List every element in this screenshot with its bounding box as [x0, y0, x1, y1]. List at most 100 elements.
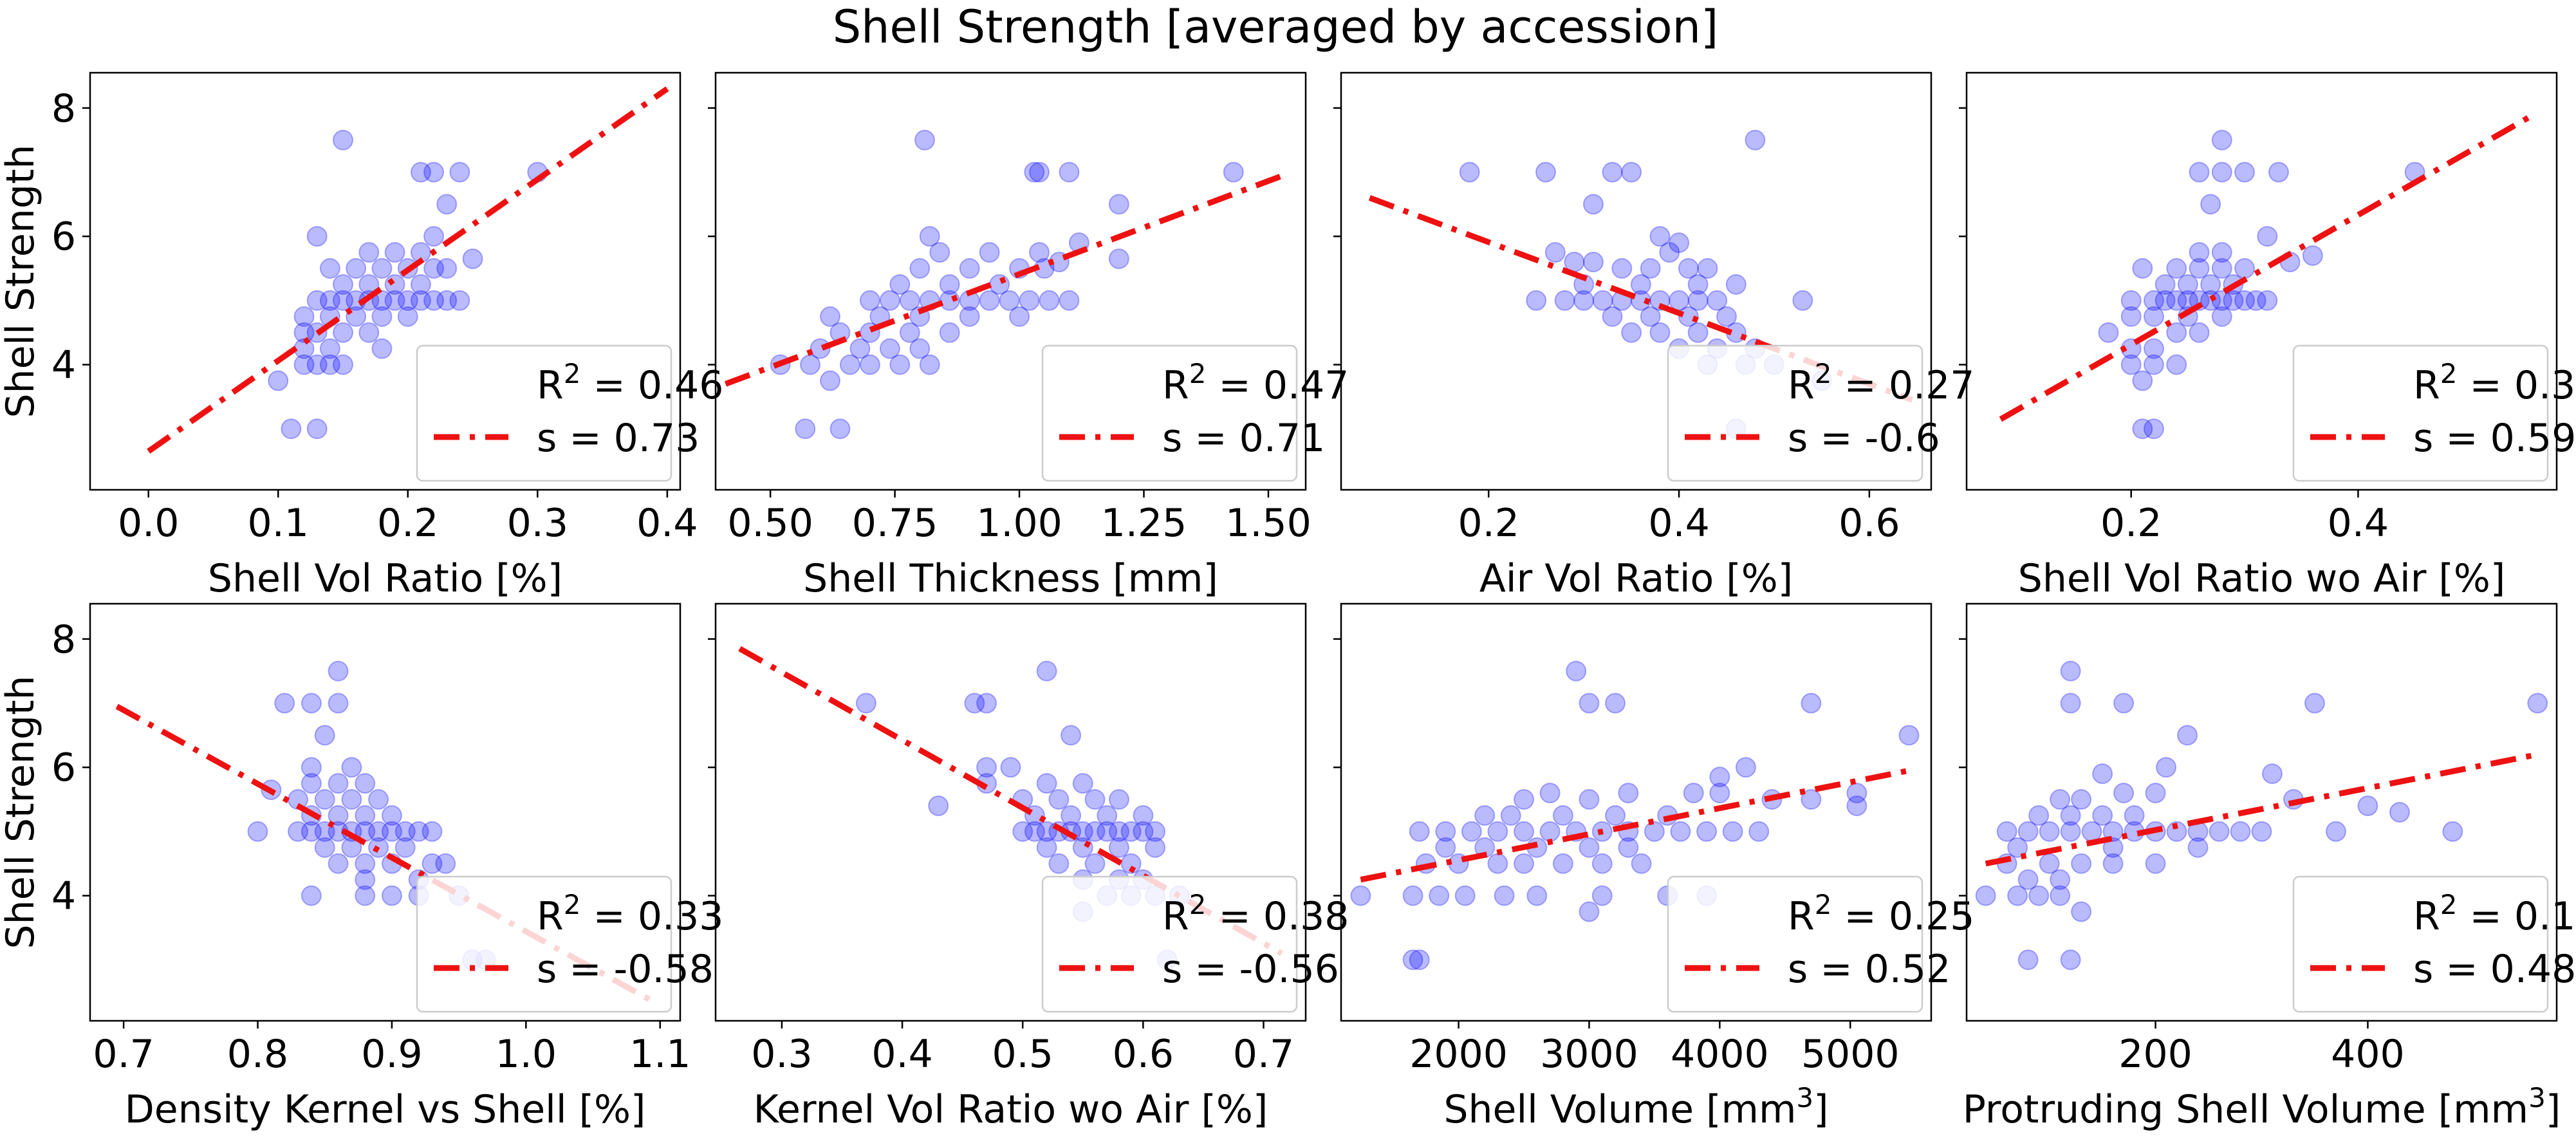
scatter-point — [1048, 853, 1070, 874]
legend-r2: R2 = 0.27 — [1788, 358, 1974, 408]
scatter-point — [1725, 274, 1747, 295]
scatter-point — [394, 837, 416, 858]
scatter-point — [2120, 290, 2142, 311]
axes-frame — [89, 71, 681, 491]
axes-frame — [89, 602, 681, 1022]
scatter-point — [449, 162, 470, 183]
scatter-point — [449, 290, 470, 311]
x-tick-label: 0.0 — [118, 501, 179, 546]
scatter-point — [1618, 783, 1639, 804]
plot-area — [724, 129, 1284, 440]
scatter-point — [355, 805, 376, 826]
y-tick-label: 4 — [51, 874, 76, 919]
scatter-point — [899, 322, 920, 343]
axes-frame — [714, 71, 1307, 491]
scatter-point — [384, 242, 405, 263]
x-tick-label: 0.4 — [636, 501, 698, 546]
scatter-point — [2211, 162, 2232, 183]
scatter-point — [346, 258, 367, 279]
scatter-point — [2102, 821, 2124, 842]
scatter-point — [1461, 821, 1482, 842]
scatter-point — [1582, 194, 1604, 215]
scatter-point — [1028, 242, 1050, 263]
scatter-point — [2145, 853, 2166, 874]
scatter-point — [381, 885, 402, 906]
scatter-point — [394, 821, 416, 842]
scatter-point — [2092, 763, 2113, 785]
scatter-point — [314, 837, 335, 858]
legend-box — [416, 875, 672, 1013]
scatter-point — [1009, 306, 1030, 327]
x-tick-label: 0.3 — [507, 501, 568, 546]
scatter-point — [2357, 796, 2378, 817]
scatter-point — [423, 226, 445, 247]
scatter-point — [1696, 821, 1718, 842]
scatter-point — [1579, 789, 1600, 810]
legend: R2 = 0.19 s = 0.48 — [2292, 875, 2576, 1013]
scatter-point — [2050, 789, 2071, 810]
x-tick-label: 0.6 — [1839, 501, 1900, 546]
legend-r2: R2 = 0.19 — [2413, 889, 2576, 939]
scatter-point — [1036, 660, 1057, 682]
x-tick-label: 0.8 — [227, 1032, 288, 1077]
scatter-point — [1059, 290, 1080, 311]
scatter-point — [328, 773, 349, 794]
legend-slope: s = -0.56 — [1162, 947, 1339, 992]
scatter-point — [819, 306, 840, 327]
regression-line — [147, 86, 669, 454]
scatter-point — [919, 354, 940, 375]
scatter-point — [1579, 693, 1600, 714]
scatter-point — [1579, 901, 1600, 922]
scatter-point — [2211, 242, 2232, 263]
scatter-point — [1145, 837, 1166, 858]
x-axis-label: Shell Volume [mm3] — [1443, 1082, 1828, 1132]
x-tick-label: 0.3 — [751, 1032, 812, 1077]
scatter-point — [929, 242, 950, 263]
scatter-point — [1687, 322, 1709, 343]
scatter-point — [2060, 660, 2081, 682]
scatter-point — [1640, 306, 1661, 327]
scatter-point — [2389, 802, 2410, 823]
scatter-point — [909, 338, 931, 359]
scatter-point — [2007, 837, 2028, 858]
legend-box — [1041, 344, 1298, 482]
scatter-point — [1145, 821, 1166, 842]
scatter-point — [1573, 290, 1595, 311]
scatter-point — [899, 290, 920, 311]
scatter-point — [333, 274, 353, 295]
scatter-point — [2257, 290, 2278, 311]
legend-r2: R2 = 0.46 — [537, 358, 723, 408]
scatter-point — [2304, 693, 2325, 714]
scatter-point — [1602, 306, 1623, 327]
x-tick-label: 0.2 — [377, 501, 438, 546]
x-tick-label: 400 — [2331, 1032, 2405, 1077]
scatter-point — [1630, 290, 1651, 311]
x-tick-label: 0.9 — [361, 1032, 422, 1077]
scatter-point — [333, 322, 353, 343]
scatter-point — [2189, 258, 2210, 279]
scatter-point — [2143, 338, 2164, 359]
scatter-point — [889, 274, 911, 295]
scatter-point — [2071, 853, 2092, 874]
scatter-point — [408, 821, 429, 842]
scatter-point — [1120, 821, 1142, 842]
x-tick-label: 0.7 — [93, 1032, 154, 1077]
scatter-point — [2098, 322, 2119, 343]
scatter-point — [2154, 274, 2176, 295]
scatter-point — [436, 258, 458, 279]
scatter-point — [1582, 252, 1604, 273]
scatter-point — [1108, 789, 1129, 810]
y-tick-label: 4 — [51, 343, 76, 388]
legend-box — [1667, 875, 1923, 1013]
scatter-point — [1640, 258, 1661, 279]
legend-slope: s = 0.59 — [2413, 416, 2576, 461]
subplot-8: 200 400 Protruding Shell Volume [mm3] R2 = … — [1959, 602, 2576, 1132]
x-tick-label: 0.75 — [852, 501, 938, 546]
scatter-point — [306, 418, 328, 440]
scatter-point — [2261, 763, 2283, 785]
scatter-point — [1687, 290, 1709, 311]
scatter-point — [2187, 837, 2209, 858]
scatter-point — [2132, 258, 2153, 279]
scatter-point — [1350, 885, 1371, 906]
y-tick-label: 8 — [51, 86, 76, 131]
